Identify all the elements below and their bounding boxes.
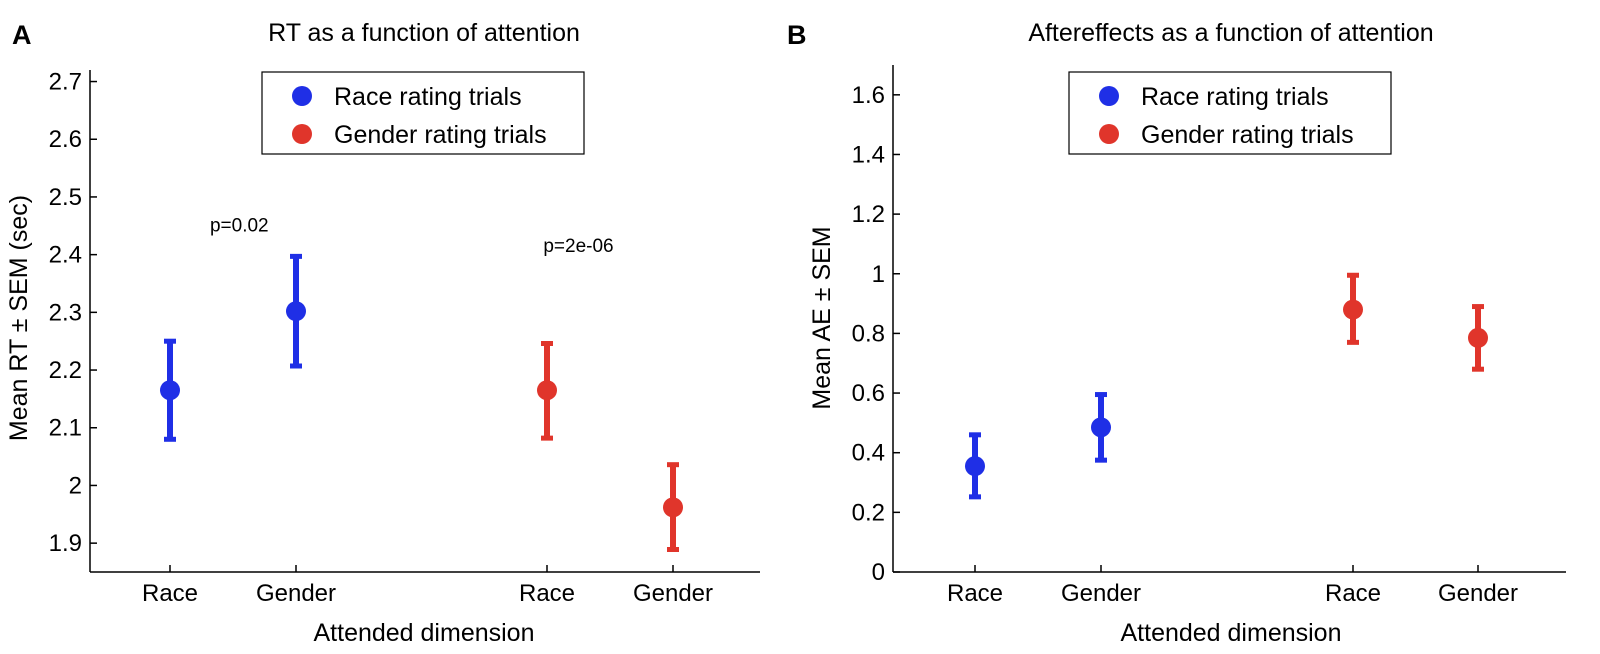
panel-a-x-tick-label: Gender	[256, 580, 336, 607]
panel-a-y-tick-label: 2.6	[49, 126, 82, 153]
panel-b-y-tick-label: 1.2	[852, 201, 885, 228]
panel-b: B Aftereffects as a function of attentio…	[787, 19, 1566, 647]
panel-b-data-point	[1468, 327, 1488, 348]
panel-b-legend: Race rating trials Gender rating trials	[1068, 71, 1392, 155]
panel-b-ylabel: Mean AE ± SEM	[808, 226, 836, 409]
panel-a-xlabel: Attended dimension	[314, 619, 535, 647]
panel-a-y-tick-label: 1.9	[49, 530, 82, 557]
panel-b-legend-marker	[1099, 86, 1119, 106]
panel-a-legend-marker	[292, 86, 312, 106]
panel-a-x-ticks: Race Gender Race Gender	[142, 565, 713, 607]
panel-a-x-tick-label: Race	[142, 580, 198, 607]
panel-a-y-tick-label: 2	[69, 472, 82, 499]
panel-b-data-point	[1343, 299, 1363, 320]
panel-a-data-point	[160, 380, 180, 401]
panel-a-y-tick-label: 2.2	[49, 357, 82, 384]
panel-b-legend-marker	[1099, 124, 1119, 144]
panel-b-y-tick-label: 0.2	[852, 499, 885, 526]
panel-a-legend-box	[261, 71, 585, 155]
panel-a-y-ticks: 1.9 2 2.1 2.2 2.3 2.4 2.5 2.6 2.7	[49, 69, 97, 557]
panel-b-y-tick-label: 0.4	[852, 440, 885, 467]
panel-b-x-tick-label: Gender	[1061, 580, 1141, 607]
panel-a: A RT as a function of attention Attended…	[5, 19, 760, 647]
panel-b-y-tick-label: 0.8	[852, 320, 885, 347]
panel-a-letter: A	[12, 20, 32, 50]
panel-a-x-tick-label: Gender	[633, 580, 713, 607]
panel-b-y-tick-label: 1	[872, 261, 885, 288]
panel-a-data-point	[286, 301, 306, 322]
panel-b-title: Aftereffects as a function of attention	[1028, 19, 1433, 47]
panel-a-p-value-annotation: p=2e-06	[543, 236, 613, 257]
panel-a-y-tick-label: 2.3	[49, 299, 82, 326]
panel-b-xlabel: Attended dimension	[1121, 619, 1342, 647]
panel-b-y-tick-label: 1.4	[852, 141, 885, 168]
panel-a-p-value-annotation: p=0.02	[210, 216, 269, 237]
panel-b-y-ticks: 0 0.2 0.4 0.6 0.8 1 1.2 1.4 1.6	[852, 82, 900, 586]
panel-a-legend-label: Gender rating trials	[334, 121, 547, 149]
panel-a-y-tick-label: 2.1	[49, 415, 82, 442]
panel-a-x-tick-label: Race	[519, 580, 575, 607]
panel-b-y-tick-label: 0.6	[852, 380, 885, 407]
panel-b-legend-label: Race rating trials	[1141, 83, 1329, 111]
panel-a-y-tick-label: 2.4	[49, 242, 82, 269]
panel-b-legend-label: Gender rating trials	[1141, 121, 1354, 149]
panel-b-data-point	[965, 456, 985, 477]
panel-b-legend-box	[1068, 71, 1392, 155]
panel-a-data-point	[537, 380, 557, 401]
panel-a-y-tick-label: 2.7	[49, 69, 82, 96]
panel-b-axes	[892, 65, 1566, 573]
panel-b-data-point	[1091, 417, 1111, 438]
panel-b-data-marks	[965, 272, 1488, 500]
panel-a-data-point	[663, 497, 683, 518]
panel-a-ylabel: Mean RT ± SEM (sec)	[5, 195, 33, 441]
panel-b-y-tick-label: 1.6	[852, 82, 885, 109]
panel-a-y-tick-label: 2.5	[49, 184, 82, 211]
panel-b-x-ticks: Race Gender Race Gender	[947, 565, 1518, 607]
panel-a-legend: Race rating trials Gender rating trials	[261, 71, 585, 155]
panel-b-y-tick-label: 0	[872, 559, 885, 586]
panel-a-legend-marker	[292, 124, 312, 144]
panel-a-annotations: p=0.02 p=2e-06	[210, 216, 614, 257]
panel-a-data-marks	[160, 253, 683, 552]
panel-a-legend-label: Race rating trials	[334, 83, 522, 111]
panel-b-letter: B	[787, 20, 807, 50]
panel-b-x-tick-label: Gender	[1438, 580, 1518, 607]
panel-a-axes	[89, 70, 760, 573]
panel-b-x-tick-label: Race	[1325, 580, 1381, 607]
panel-b-x-tick-label: Race	[947, 580, 1003, 607]
panel-a-title: RT as a function of attention	[268, 19, 580, 47]
